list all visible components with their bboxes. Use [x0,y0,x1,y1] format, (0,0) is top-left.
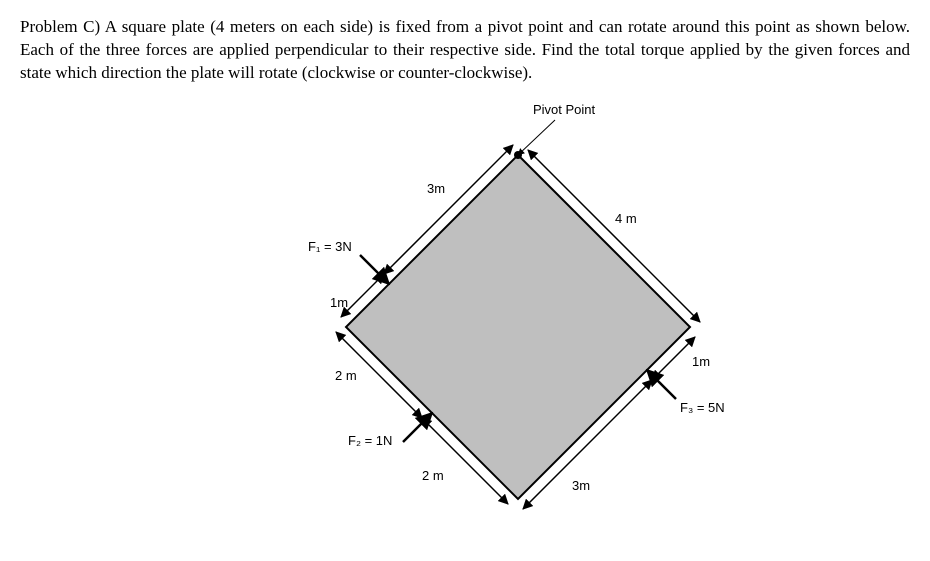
force-f3-arrow [647,370,676,399]
dim-label-3m-br: 3m [572,477,590,495]
pivot-leader [518,120,555,155]
force-label-f1: F₁ = 3N [308,238,352,256]
problem-statement: Problem C) A square plate (4 meters on e… [20,16,910,85]
force-f1-arrow [360,255,389,284]
dim-label-2m-l: 2 m [422,467,444,485]
force-label-f2: F₂ = 1N [348,432,392,450]
dim-label-1m-tl: 1m [330,294,348,312]
force-label-f3: F₃ = 5N [680,399,725,417]
square-plate [346,155,690,499]
dim-label-3m-tl: 3m [427,180,445,198]
dim-label-2m-u: 2 m [335,367,357,385]
dim-label-4m: 4 m [615,210,637,228]
diagram-svg [20,105,930,545]
pivot-label: Pivot Point [533,101,595,119]
problem-label: Problem C) [20,17,100,36]
dim-label-1m-br: 1m [692,353,710,371]
problem-body: A square plate (4 meters on each side) i… [20,17,910,82]
figure: Pivot Point 3m 1m 4 m 2 m 2 m 3m 1m F₁ =… [20,105,930,545]
force-f2-arrow [403,413,432,442]
